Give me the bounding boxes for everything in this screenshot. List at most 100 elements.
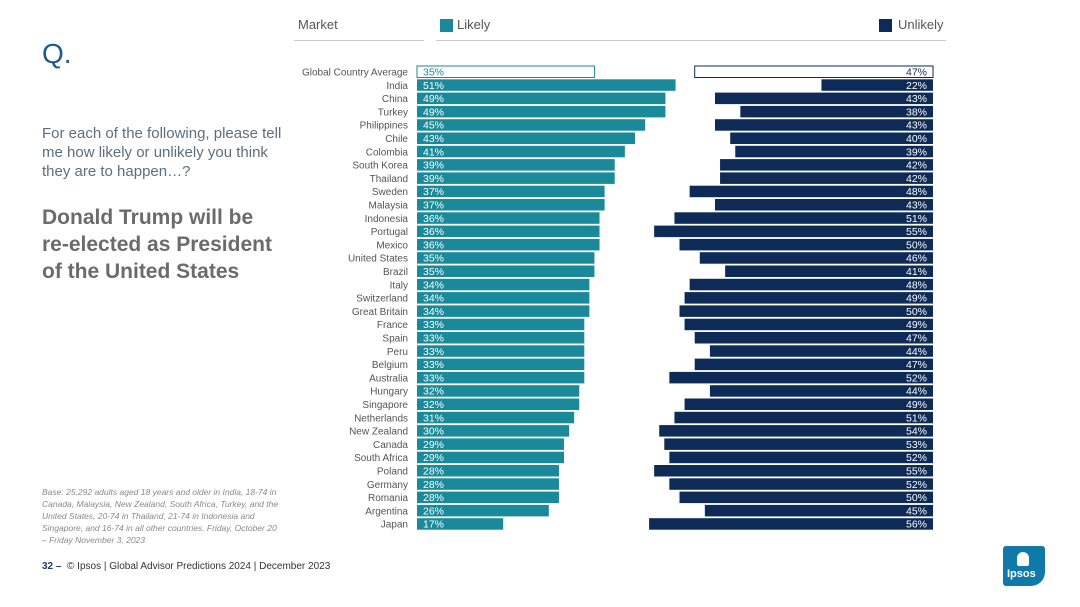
unlikely-bar <box>654 225 933 238</box>
likely-bar <box>417 105 666 118</box>
likely-value-label: 39% <box>423 160 444 172</box>
market-label: France <box>377 320 409 331</box>
likely-value-label: 37% <box>423 200 444 212</box>
legend-unlikely-swatch <box>879 19 892 32</box>
likely-value-label: 29% <box>423 439 444 451</box>
unlikely-bar <box>689 185 933 198</box>
unlikely-bar <box>679 491 933 504</box>
market-label: India <box>386 81 408 92</box>
likely-value-label: 49% <box>423 106 444 118</box>
unlikely-bar <box>674 212 933 224</box>
unlikely-bar <box>669 451 933 464</box>
market-label: Argentina <box>365 506 408 517</box>
unlikely-bar <box>684 398 933 410</box>
likely-value-label: 28% <box>423 479 444 491</box>
unlikely-bar <box>694 332 933 344</box>
footer-text: © Ipsos | Global Advisor Predictions 202… <box>67 561 331 572</box>
likely-bar <box>417 491 559 504</box>
market-label: Peru <box>387 347 408 358</box>
question-label: Q. <box>42 38 72 69</box>
legend-unlikely-label: Unlikely <box>898 17 944 32</box>
likely-value-label: 36% <box>423 226 444 238</box>
logo-mark-icon <box>1017 552 1029 566</box>
likely-bar <box>417 92 666 105</box>
unlikely-bar <box>720 172 933 184</box>
unlikely-value-label: 45% <box>906 505 927 517</box>
likely-bar <box>417 252 595 264</box>
market-label: Turkey <box>378 107 408 118</box>
likely-bar <box>417 292 590 304</box>
likely-value-label: 31% <box>423 412 444 424</box>
question-prompt: For each of the following, please tell m… <box>42 125 282 180</box>
unlikely-value-label: 49% <box>906 399 927 411</box>
likely-value-label: 33% <box>423 346 444 358</box>
unlikely-value-label: 55% <box>906 466 927 478</box>
likely-bar <box>417 145 625 158</box>
likely-bar <box>417 278 590 291</box>
likely-value-label: 36% <box>423 239 444 251</box>
likely-bar <box>417 119 646 131</box>
unlikely-value-label: 47% <box>906 359 927 371</box>
likely-bar <box>417 451 565 464</box>
unlikely-bar <box>669 371 933 384</box>
base-note: Base: 25,292 adults aged 18 years and ol… <box>42 487 279 545</box>
unlikely-bar <box>689 278 933 291</box>
likely-value-label: 34% <box>423 306 444 318</box>
unlikely-value-label: 50% <box>906 306 927 318</box>
unlikely-value-label: 47% <box>906 333 927 345</box>
unlikely-bar <box>679 238 933 251</box>
likely-value-label: 51% <box>423 80 444 92</box>
likely-bar <box>417 518 504 530</box>
likely-value-label: 28% <box>423 492 444 504</box>
unlikely-bar <box>664 438 933 450</box>
likely-bar <box>417 212 600 224</box>
likely-value-label: 49% <box>423 93 444 105</box>
likely-value-label: 45% <box>423 120 444 132</box>
unlikely-value-label: 44% <box>906 386 927 398</box>
unlikely-bar <box>714 199 933 211</box>
unlikely-value-label: 51% <box>906 213 927 225</box>
market-label: Australia <box>369 373 408 384</box>
unlikely-value-label: 41% <box>906 266 927 278</box>
legend-likely-label: Likely <box>457 17 491 32</box>
ipsos-logo: Ipsos <box>1003 546 1045 586</box>
likely-bar <box>417 305 590 317</box>
unlikely-value-label: 47% <box>906 67 927 79</box>
unlikely-value-label: 40% <box>906 133 927 145</box>
market-header-rule <box>294 40 424 41</box>
unlikely-bar <box>709 345 933 357</box>
unlikely-value-label: 38% <box>906 106 927 118</box>
unlikely-bar <box>679 305 933 317</box>
market-label: Chile <box>385 134 408 145</box>
unlikely-bar <box>649 518 933 530</box>
market-label: Belgium <box>372 360 408 371</box>
likely-bar <box>416 65 595 78</box>
likely-value-label: 33% <box>423 372 444 384</box>
unlikely-bar <box>669 478 933 490</box>
unlikely-value-label: 43% <box>906 200 927 212</box>
market-label: Thailand <box>370 174 408 185</box>
likely-value-label: 30% <box>423 426 444 438</box>
likely-bar <box>417 398 580 410</box>
likely-value-label: 35% <box>423 266 444 278</box>
unlikely-bar <box>709 385 933 397</box>
question-headline: Donald Trump will be re-elected as Presi… <box>42 206 272 283</box>
market-label: Mexico <box>376 240 408 251</box>
unlikely-bar <box>659 425 933 437</box>
market-label: Germany <box>367 480 408 491</box>
likely-value-label: 35% <box>423 67 444 79</box>
likely-bar <box>417 438 565 450</box>
likely-value-label: 33% <box>423 359 444 371</box>
market-label: Malaysia <box>369 201 409 212</box>
unlikely-value-label: 55% <box>906 226 927 238</box>
likely-value-label: 32% <box>423 386 444 398</box>
likely-bar <box>417 225 600 238</box>
unlikely-value-label: 49% <box>906 293 927 305</box>
likely-bar <box>417 199 605 211</box>
footer: 32 – © Ipsos | Global Advisor Prediction… <box>42 561 330 572</box>
likely-bar <box>417 185 605 198</box>
unlikely-bar <box>674 411 933 424</box>
unlikely-bar <box>714 92 933 105</box>
likely-value-label: 26% <box>423 505 444 517</box>
